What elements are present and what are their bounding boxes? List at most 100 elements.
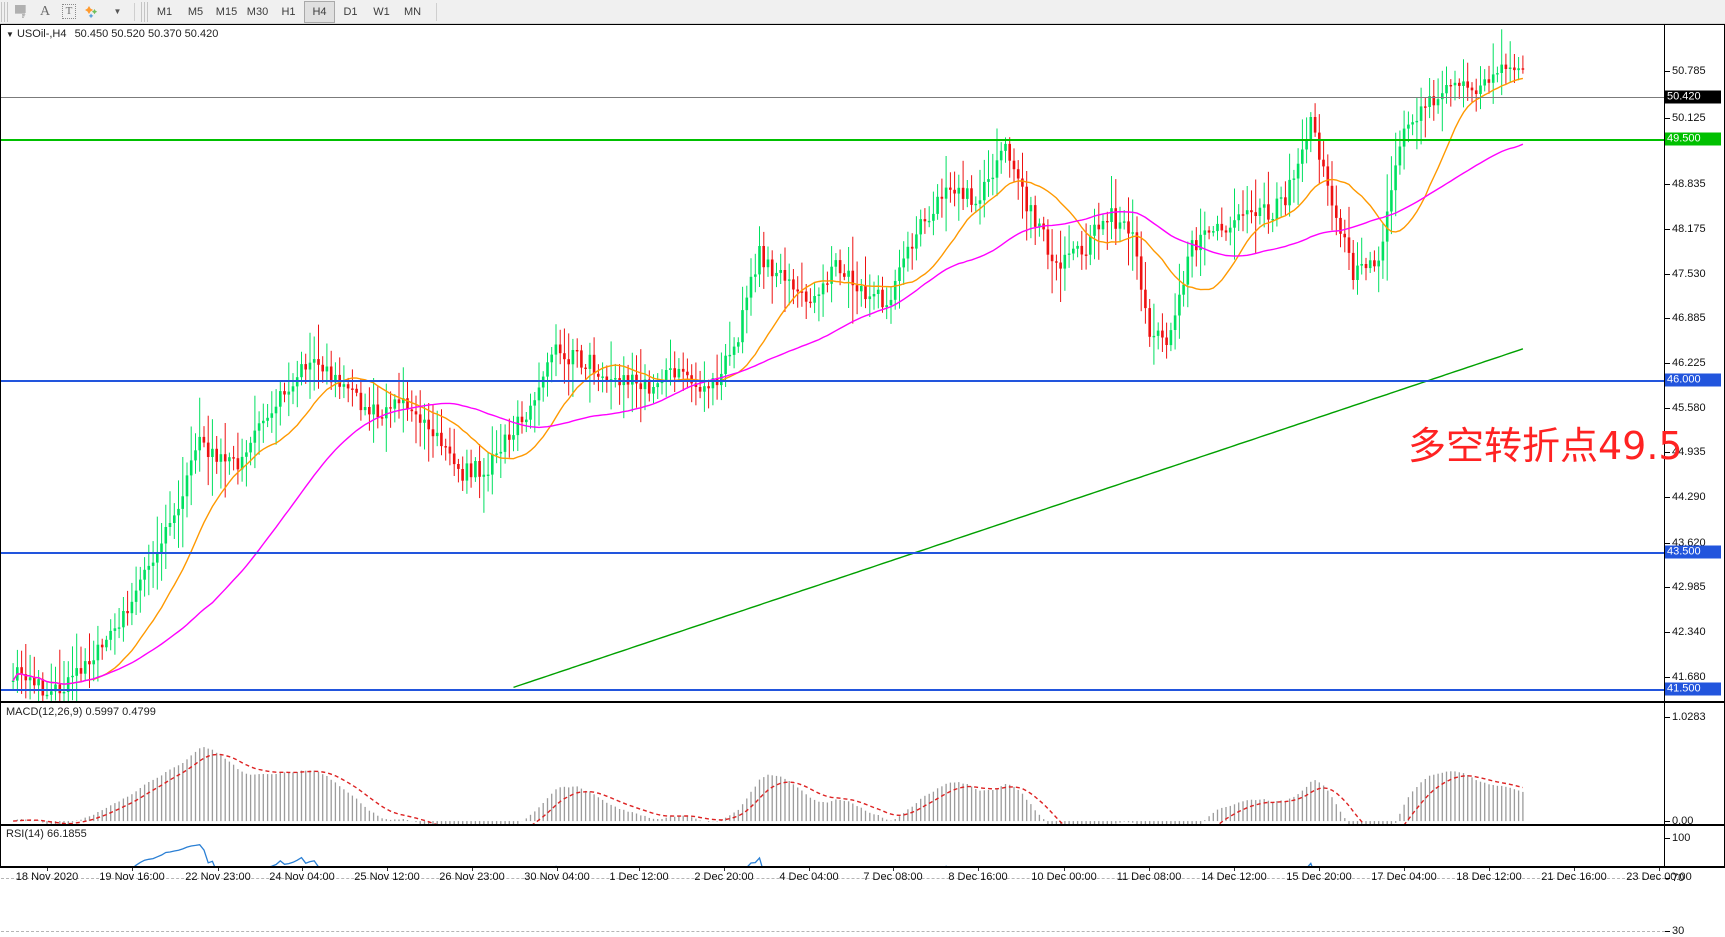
macd-label: MACD(12,26,9) 0.5997 0.4799 xyxy=(6,706,156,718)
price-tag-blue: 46.000 xyxy=(1665,373,1721,387)
price-axis-label: 48.175 xyxy=(1672,223,1706,235)
rsi-axis[interactable]: 100 70 30 xyxy=(1664,826,1724,937)
time-tick xyxy=(302,868,303,871)
time-tick xyxy=(809,868,810,871)
rsi-axis-label: 70 xyxy=(1672,872,1685,884)
price-axis[interactable]: 50.785 50.420 50.125 49.500 48.835 48.175 47.5… xyxy=(1664,25,1724,727)
price-tick xyxy=(1665,274,1670,275)
macd-canvas xyxy=(13,747,1524,824)
price-tick xyxy=(1665,118,1670,119)
time-axis-label: 17 Dec 04:00 xyxy=(1371,871,1437,883)
rsi-tick xyxy=(1665,838,1670,839)
price-tick xyxy=(1665,408,1670,409)
timeframe-button-h4[interactable]: H4 xyxy=(304,0,335,23)
time-tick xyxy=(387,868,388,871)
price-axis-label: 46.885 xyxy=(1672,312,1706,324)
timeframe-label: M5 xyxy=(187,5,204,18)
price-axis-label: 45.580 xyxy=(1672,402,1706,414)
collapse-icon[interactable]: ▼ xyxy=(6,30,14,39)
timeframe-label: D1 xyxy=(343,5,358,18)
price-tag-blue: 41.500 xyxy=(1665,682,1721,696)
time-tick xyxy=(1149,868,1150,871)
time-tick xyxy=(47,868,48,871)
price-axis-label: 48.835 xyxy=(1672,178,1706,190)
rsi-tick xyxy=(1665,931,1670,932)
time-tick xyxy=(1574,868,1575,871)
toolbar-drag-handle[interactable] xyxy=(1,1,8,22)
crosshair-f-icon[interactable]: F xyxy=(9,1,33,23)
price-axis-label: 42.340 xyxy=(1672,626,1706,638)
price-tick xyxy=(1665,497,1670,498)
timeframe-button-m1[interactable]: M1 xyxy=(149,1,180,23)
macd-tick xyxy=(1665,821,1670,822)
time-tick xyxy=(724,868,725,871)
level-line-41.500[interactable] xyxy=(1,689,1665,691)
timeframe-button-m5[interactable]: M5 xyxy=(180,1,211,23)
time-tick xyxy=(1064,868,1065,871)
price-tick xyxy=(1665,71,1670,72)
time-axis-label: 2 Dec 20:00 xyxy=(694,871,754,883)
time-axis-label: 7 Dec 08:00 xyxy=(863,871,923,883)
time-axis-label: 25 Nov 12:00 xyxy=(354,871,420,883)
rsi-pane[interactable]: RSI(14) 66.1855 100 70 30 xyxy=(0,825,1725,937)
rsi-canvas xyxy=(134,843,1313,866)
price-axis-label: 44.935 xyxy=(1672,446,1706,458)
timeframe-button-m30[interactable]: M30 xyxy=(242,1,273,23)
time-axis-label: 19 Nov 16:00 xyxy=(99,871,165,883)
timeframe-button-m15[interactable]: M15 xyxy=(211,1,242,23)
rsi-tick xyxy=(1665,878,1670,879)
time-tick xyxy=(1489,868,1490,871)
price-axis-label: 47.530 xyxy=(1672,268,1706,280)
timeframe-label: H4 xyxy=(312,5,327,18)
time-axis-label: 15 Dec 20:00 xyxy=(1286,871,1352,883)
time-axis-label: 24 Nov 04:00 xyxy=(269,871,335,883)
macd-axis-label: 0.00 xyxy=(1672,815,1694,827)
rsi-guide xyxy=(1,878,1665,879)
timeframe-button-w1[interactable]: W1 xyxy=(366,1,397,23)
time-axis-label: 11 Dec 08:00 xyxy=(1116,871,1182,883)
price-tick xyxy=(1665,452,1670,453)
symbol-header[interactable]: ▼ USOil-,H4 50.450 50.520 50.370 50.420 xyxy=(6,28,218,40)
time-tick xyxy=(1659,868,1660,871)
toolbar-separator-1 xyxy=(134,2,135,21)
text-box-icon[interactable]: T xyxy=(57,1,81,23)
time-tick xyxy=(893,868,894,871)
rsi-axis-label: 30 xyxy=(1672,925,1685,937)
text-box-glyph: T xyxy=(61,4,77,19)
time-tick xyxy=(978,868,979,871)
price-axis-label: 42.985 xyxy=(1672,581,1706,593)
time-tick xyxy=(132,868,133,871)
timeframe-drag-handle[interactable] xyxy=(141,1,148,22)
symbol-text: USOil-,H4 xyxy=(16,28,67,40)
objects-dropdown-caret[interactable]: ▼ xyxy=(105,1,129,23)
objects-icon[interactable] xyxy=(81,1,105,23)
timeframe-label: MN xyxy=(403,5,422,18)
level-line-43.500[interactable] xyxy=(1,552,1665,554)
time-tick xyxy=(639,868,640,871)
time-axis[interactable]: 18 Nov 2020 19 Nov 16:00 22 Nov 23:00 24 No… xyxy=(0,867,1725,885)
price-tick xyxy=(1665,677,1670,678)
time-tick xyxy=(218,868,219,871)
price-chart-pane[interactable]: ▼ USOil-,H4 50.450 50.520 50.370 50.420 … xyxy=(0,24,1725,727)
timeframe-button-d1[interactable]: D1 xyxy=(335,1,366,23)
text-label-glyph: A xyxy=(39,3,51,19)
main-toolbar: F A T ▼ M1 M5 M15 M30 H1 H4 D1 W1 MN xyxy=(0,0,1725,24)
level-line-49.500[interactable] xyxy=(1,139,1665,141)
price-candles-canvas xyxy=(11,29,1525,701)
level-line-46.000[interactable] xyxy=(1,380,1665,382)
price-tag-black: 50.420 xyxy=(1665,90,1721,104)
timeframe-button-mn[interactable]: MN xyxy=(397,1,428,23)
rsi-guide xyxy=(1,931,1665,932)
price-tag-green: 49.500 xyxy=(1665,132,1721,146)
chevron-down-icon: ▼ xyxy=(113,7,122,16)
time-axis-label: 1 Dec 12:00 xyxy=(609,871,669,883)
level-line-50.420[interactable] xyxy=(1,97,1665,98)
price-tick xyxy=(1665,632,1670,633)
timeframe-button-h1[interactable]: H1 xyxy=(273,1,304,23)
macd-pane[interactable]: MACD(12,26,9) 0.5997 0.4799 1.02830.00-0… xyxy=(0,702,1725,865)
price-axis-label: 50.125 xyxy=(1672,112,1706,124)
text-label-icon[interactable]: A xyxy=(33,1,57,23)
time-axis-label: 14 Dec 12:00 xyxy=(1201,871,1267,883)
time-tick xyxy=(1404,868,1405,871)
